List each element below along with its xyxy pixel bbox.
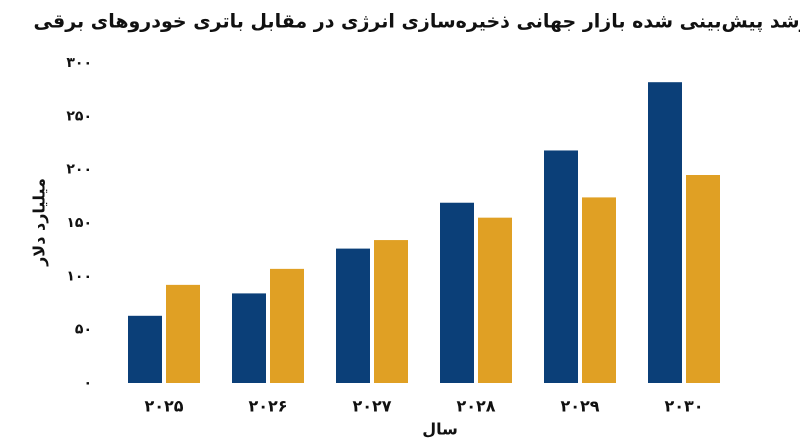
bar — [374, 240, 408, 383]
y-axis-label: میلیارد دلار — [30, 178, 49, 267]
y-tick-label: ۱۰۰ — [66, 268, 92, 284]
bar — [648, 82, 682, 383]
bar — [232, 293, 266, 383]
y-tick-label: ۳۰۰ — [66, 55, 92, 71]
y-tick-label: ۱۵۰ — [66, 215, 92, 231]
bar — [336, 248, 370, 383]
y-tick-label: ۲۰۰ — [66, 162, 92, 178]
y-tick-label: ۵۰ — [75, 322, 92, 338]
x-tick-label: ۲۰۲۵ — [144, 397, 183, 416]
chart-title: رشد پیش‌بینی شده بازار جهانی ذخیره‌سازی … — [34, 11, 800, 33]
x-axis-label: سال — [422, 420, 458, 439]
bar — [166, 284, 200, 383]
x-tick-label: ۲۰۲۸ — [456, 397, 495, 416]
y-tick-label: ۰ — [83, 375, 92, 391]
bar — [270, 268, 304, 383]
x-tick-label: ۲۰۲۷ — [352, 397, 391, 416]
bar — [440, 202, 474, 383]
bar — [582, 197, 616, 383]
x-tick-label: ۲۰۲۶ — [248, 397, 287, 416]
x-tick-label: ۲۰۳۰ — [664, 397, 703, 416]
x-tick-label: ۲۰۲۹ — [560, 397, 599, 416]
y-tick-label: ۲۵۰ — [66, 108, 92, 124]
bar — [128, 315, 162, 383]
bar — [686, 175, 720, 383]
bar — [544, 150, 578, 383]
bar — [478, 217, 512, 383]
